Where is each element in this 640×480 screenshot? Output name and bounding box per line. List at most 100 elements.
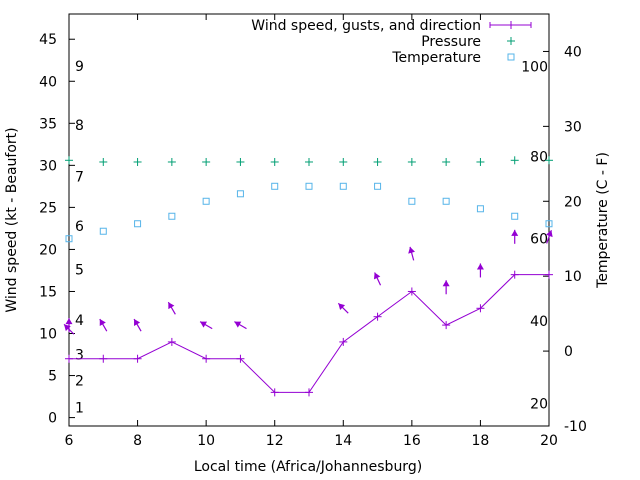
- y-tick-label: 25: [39, 200, 57, 216]
- legend-label: Wind speed, gusts, and direction: [251, 18, 481, 34]
- x-axis-label: Local time (Africa/Johannesburg): [194, 459, 422, 475]
- x-tick-label: 12: [266, 433, 284, 449]
- fahrenheit-label: 20: [530, 397, 548, 413]
- y-tick-label: 45: [39, 32, 57, 48]
- legend-marker: [507, 21, 515, 29]
- y-tick-label: 15: [39, 284, 57, 300]
- wind-arrow: [373, 272, 382, 286]
- y-tick-label: 20: [39, 242, 57, 258]
- temperature-point: [374, 182, 382, 190]
- pressure-point: [65, 156, 73, 165]
- wind-arrow-head: [168, 302, 175, 310]
- pressure-point: [99, 157, 108, 166]
- wind-arrow-head: [234, 321, 242, 328]
- temperature-point: [134, 220, 142, 228]
- wind-speed-point: [545, 270, 553, 279]
- beaufort-label: 2: [75, 374, 84, 390]
- y-axis-label: Wind speed (kt - Beaufort): [4, 127, 20, 312]
- pressure-point: [305, 157, 313, 166]
- wind-speed-point: [167, 337, 176, 346]
- pressure-point: [236, 157, 245, 166]
- fahrenheit-label: 80: [530, 149, 548, 165]
- y2-tick-label: 10: [564, 269, 582, 285]
- wind-speed-line: [69, 274, 549, 393]
- wind-arrow: [99, 318, 108, 332]
- legend: Wind speed, gusts, and directionPressure…: [251, 18, 532, 66]
- legend-marker: [507, 53, 515, 61]
- wind-arrow-head: [408, 246, 415, 254]
- axes: 6 8 10 12 14 16 18 20051015202530354045-1001020…: [39, 14, 587, 449]
- legend-label: Temperature: [391, 50, 481, 66]
- wind-arrow-head: [338, 303, 346, 311]
- wind-arrow-head: [200, 321, 208, 328]
- fahrenheit-label: 40: [530, 314, 548, 330]
- legend-marker: [507, 37, 515, 45]
- temperature-point: [236, 190, 244, 198]
- wind-arrow-head: [134, 319, 141, 326]
- wind-speed-point: [99, 354, 108, 363]
- plot-frame: [68, 13, 550, 427]
- temperature-point: [408, 197, 416, 205]
- y2-tick-label: 30: [564, 119, 582, 135]
- wind-speed-point: [339, 337, 348, 346]
- pressure-point: [476, 157, 485, 166]
- y-tick-label: 5: [48, 369, 57, 385]
- temperature-point: [271, 182, 279, 190]
- fahrenheit-label: 60: [530, 232, 548, 248]
- y2-tick-label: 0: [564, 344, 573, 360]
- y2-tick-label: 20: [564, 194, 582, 210]
- pressure-point: [407, 157, 416, 166]
- wind-speed-point: [133, 354, 142, 363]
- pressure-point: [510, 156, 519, 165]
- y-tick-label: 30: [39, 158, 57, 174]
- y-tick-label: 40: [39, 74, 57, 90]
- wind-arrow: [408, 246, 415, 261]
- wind-speed-point: [305, 388, 313, 397]
- wind-speed-point: [236, 354, 245, 363]
- wind-speed-point: [476, 304, 485, 313]
- wind-speed-point: [202, 354, 211, 363]
- beaufort-label: 8: [75, 118, 84, 134]
- x-tick-label: 10: [197, 433, 215, 449]
- y-tick-label: 35: [39, 116, 57, 132]
- legend-label: Pressure: [421, 34, 481, 50]
- wind-arrow: [511, 229, 519, 244]
- wind-arrow-head: [546, 230, 553, 238]
- x-tick-label: 20: [540, 433, 558, 449]
- pressure-point: [167, 157, 176, 166]
- temperature-point: [168, 212, 176, 220]
- x-tick-label: 16: [403, 433, 421, 449]
- pressure-point: [442, 157, 451, 166]
- wind-arrow-head: [99, 319, 106, 326]
- fahrenheit-label: 100: [521, 59, 548, 75]
- wind-arrow-head: [476, 263, 484, 270]
- wind-speed-point: [407, 287, 416, 296]
- pressure-point: [270, 157, 279, 166]
- beaufort-label: 3: [75, 348, 84, 364]
- temperature-point: [305, 182, 313, 190]
- beaufort-label: 1: [75, 401, 84, 417]
- wind-arrow-head: [511, 229, 519, 236]
- wind-speed-point: [510, 270, 519, 279]
- x-tick-label: 14: [334, 433, 352, 449]
- wind-arrow: [442, 280, 450, 295]
- wind-speed-point: [442, 321, 451, 330]
- x-tick-label: 6: [65, 433, 74, 449]
- y-tick-label: 0: [48, 411, 57, 427]
- wind-arrow: [167, 301, 176, 315]
- wind-arrow: [476, 263, 484, 278]
- beaufort-label: 6: [75, 219, 84, 235]
- temperature-point: [442, 197, 450, 205]
- temperature-point: [339, 182, 347, 190]
- beaufort-label: 9: [75, 59, 84, 75]
- temperature-point: [65, 235, 73, 243]
- x-tick-label: 8: [133, 433, 142, 449]
- wind-arrow: [65, 318, 73, 333]
- temperature-point: [99, 227, 107, 235]
- y2-axis-label: Temperature (C - F): [595, 152, 611, 289]
- temperature-point: [511, 212, 519, 220]
- wind-arrow-head: [373, 272, 381, 280]
- beaufort-label: 7: [75, 169, 84, 185]
- x-tick-label: 18: [472, 433, 490, 449]
